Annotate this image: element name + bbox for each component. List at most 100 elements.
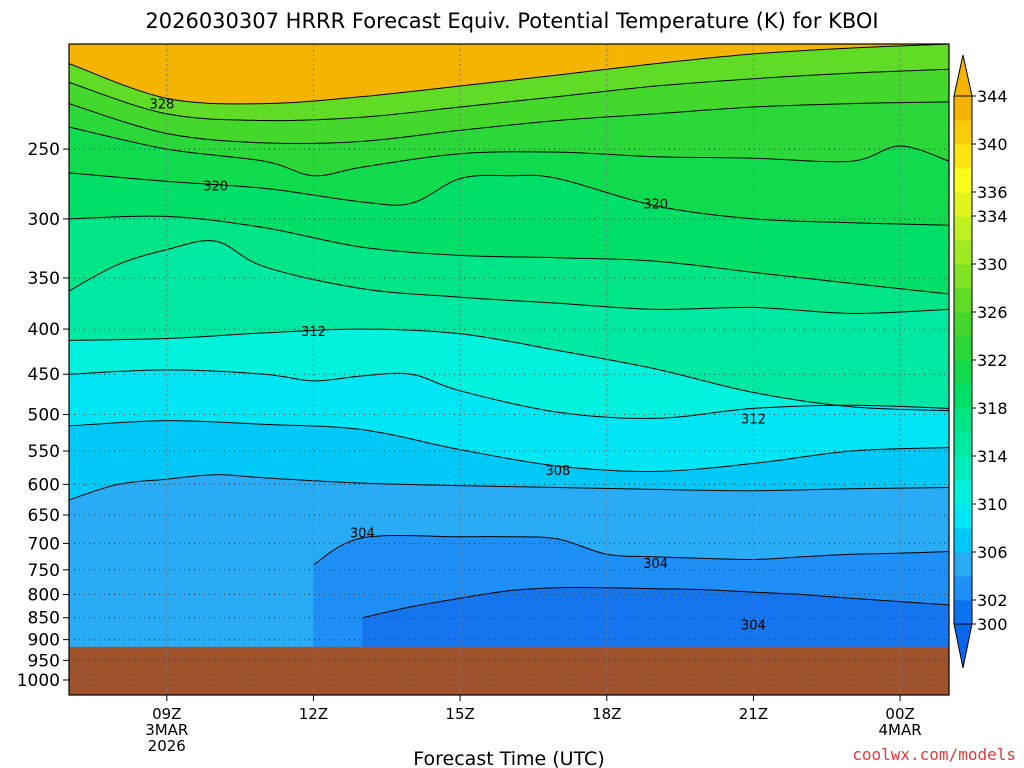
- colorbar-tick-label: 306: [977, 543, 1008, 562]
- colorbar-swatch: [954, 192, 972, 217]
- x-tick-label: 2026: [148, 737, 186, 755]
- y-tick-label: 550: [28, 442, 60, 462]
- y-tick-label: 900: [28, 631, 60, 651]
- colorbar-tick-label: 302: [977, 591, 1008, 610]
- colorbar-swatch: [954, 600, 972, 625]
- colorbar-tick-label: 300: [977, 615, 1008, 634]
- contour-label-text: 328: [149, 98, 174, 113]
- x-tick-label: 09Z: [152, 705, 181, 723]
- y-tick-label: 650: [28, 506, 60, 526]
- colorbar-swatch: [954, 480, 972, 505]
- contour-line-324: [69, 101, 949, 145]
- contour-line-326: [69, 68, 949, 122]
- y-tick-label: 1000: [17, 671, 60, 691]
- contour-label: 312: [741, 412, 766, 427]
- contour-label-text: 304: [741, 618, 766, 633]
- contour-label-text: 304: [350, 526, 375, 541]
- colorbar-swatch: [954, 96, 972, 121]
- contour-label-text: 304: [643, 557, 668, 572]
- contour-lines: [69, 44, 949, 619]
- contour-label-text: 320: [203, 180, 228, 195]
- y-axis: 2503003504004505005506006507007508008509…: [17, 140, 69, 691]
- colorbar-swatch: [954, 264, 972, 289]
- contour-line-303: [362, 587, 949, 619]
- y-tick-label: 300: [28, 210, 60, 230]
- contour-label: 312: [301, 325, 326, 340]
- colorbar-over-arrow: [953, 54, 973, 97]
- colorbar-tick-label: 310: [977, 495, 1008, 514]
- contour-line-322: [69, 126, 949, 177]
- colorbar-swatch: [954, 240, 972, 265]
- contour-line-318: [69, 215, 949, 295]
- y-tick-label: 700: [28, 534, 60, 554]
- y-tick-label: 850: [28, 609, 60, 629]
- contour-line-308: [69, 420, 949, 472]
- y-tick-label: 600: [28, 475, 60, 495]
- y-tick-label: 400: [28, 320, 60, 340]
- colorbar-swatch: [954, 504, 972, 529]
- colorbar-swatch: [954, 288, 972, 313]
- contour-label: 320: [643, 197, 668, 212]
- contour-line-320: [69, 172, 949, 226]
- colorbar-swatch: [954, 576, 972, 601]
- colorbar-tick-label: 330: [977, 255, 1008, 274]
- contour-line-304: [313, 535, 949, 566]
- contour-label: 304: [643, 557, 668, 572]
- colorbar-swatch: [954, 216, 972, 241]
- x-tick-label: 18Z: [592, 705, 621, 723]
- colorbar-swatch: [954, 456, 972, 481]
- contour-label: 328: [149, 98, 174, 113]
- x-tick-label: 4MAR: [879, 721, 922, 739]
- colorbar-swatch: [954, 528, 972, 553]
- contour-label: 304: [350, 526, 375, 541]
- source-credit: coolwx.com/models: [852, 745, 1016, 764]
- plot-area: [69, 44, 949, 695]
- contour-label-text: 312: [301, 325, 326, 340]
- contour-labels: 328 320 320 312 312 308 304 304 304: [149, 98, 765, 634]
- colorbar-tick-label: 334: [977, 207, 1008, 226]
- colorbar-swatch: [954, 432, 972, 457]
- colorbar-tick-label: 340: [977, 135, 1008, 154]
- y-tick-label: 500: [28, 406, 60, 426]
- colorbar-tick-label: 322: [977, 351, 1008, 370]
- colorbar-tick-label: 336: [977, 183, 1008, 202]
- x-axis-title: Forecast Time (UTC): [413, 748, 604, 768]
- colorbar-swatch: [954, 120, 972, 145]
- y-tick-label: 950: [28, 651, 60, 671]
- contour-label: 320: [203, 180, 228, 195]
- contour-label: 304: [741, 618, 766, 633]
- y-tick-label: 800: [28, 586, 60, 606]
- colorbar-under-arrow: [953, 623, 973, 669]
- x-tick-label: 3MAR: [145, 721, 188, 739]
- colorbar-tick-label: 318: [977, 399, 1008, 418]
- y-tick-label: 250: [28, 140, 60, 160]
- colorbar-swatch: [954, 336, 972, 361]
- contour-label: 308: [545, 464, 570, 479]
- colorbar-tick-label: 326: [977, 303, 1008, 322]
- colorbar-swatch: [954, 168, 972, 193]
- x-tick-label: 15Z: [445, 705, 474, 723]
- contour-label-text: 320: [643, 197, 668, 212]
- contour-line-310: [69, 369, 949, 419]
- y-tick-label: 750: [28, 561, 60, 581]
- contour-line-328: [69, 44, 949, 105]
- y-tick-label: 450: [28, 365, 60, 385]
- x-tick-label: 21Z: [739, 705, 768, 723]
- colorbar-swatch: [954, 408, 972, 433]
- ground-terrain: [69, 646, 949, 695]
- colorbar-swatch: [954, 384, 972, 409]
- x-tick-label: 12Z: [299, 705, 328, 723]
- chart-title: 2026030307 HRRR Forecast Equiv. Potentia…: [145, 9, 878, 33]
- colorbar-swatch: [954, 144, 972, 169]
- plot-frame: [68, 43, 950, 696]
- colorbar-tick-label: 314: [977, 447, 1008, 466]
- y-tick-label: 350: [28, 269, 60, 289]
- colorbar: 344 340 336 334 330 326 322 318 314 310 306 302 300: [953, 54, 1008, 669]
- contour-label-text: 308: [545, 464, 570, 479]
- grid-lines: [69, 44, 949, 695]
- colorbar-swatch: [954, 312, 972, 337]
- contour-label-text: 312: [741, 412, 766, 427]
- colorbar-swatch: [954, 552, 972, 577]
